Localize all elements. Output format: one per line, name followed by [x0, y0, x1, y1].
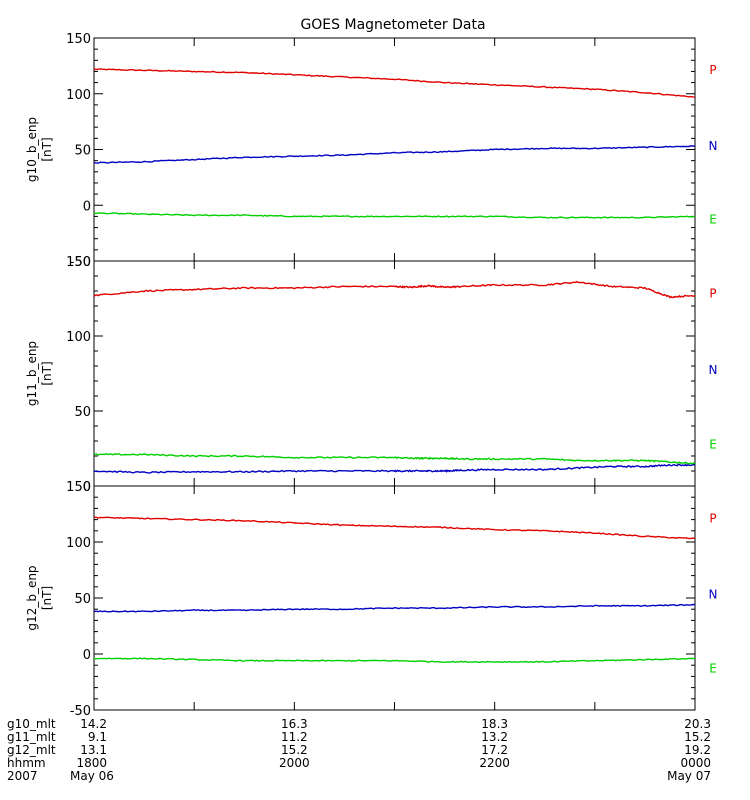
y-tick-label: 50 — [74, 144, 91, 159]
x-tick-label-g11_mlt: 11.2 — [281, 730, 308, 744]
row-label-g11_mlt: g11_mlt — [7, 730, 56, 744]
y-tick-label: 50 — [74, 405, 91, 420]
legend-label-E: E — [709, 661, 717, 675]
y-tick-label: 150 — [66, 480, 91, 495]
series-line-E — [93, 453, 696, 465]
series-line-P — [93, 516, 696, 540]
x-tick-label-g10_mlt: 18.3 — [481, 717, 508, 731]
y-axis-unit: [nT] — [40, 137, 54, 161]
panel-1: -50 0 50 100 150 g10_b_enp [nT] P N E — [25, 32, 717, 270]
y-tick-label: 100 — [66, 536, 91, 551]
x-tick-label-g11_mlt: 9.1 — [88, 730, 107, 744]
y-tick-label: 0 — [83, 480, 91, 495]
y-axis-unit: [nT] — [40, 361, 54, 385]
row-label-date: 2007 — [7, 769, 38, 783]
panel-3: -50 0 50 100 150 g12_b_enp [nT] P N E — [25, 480, 717, 719]
x-tick-label-g12_mlt: 17.2 — [481, 743, 508, 757]
y-tick-label: 150 — [66, 32, 91, 47]
series-line-P — [93, 280, 696, 299]
legend-label-N: N — [709, 588, 718, 602]
x-tick-label-g11_mlt: 15.2 — [684, 730, 711, 744]
row-label-hhmm: hhmm — [7, 756, 46, 770]
x-tick-label-date: May 06 — [70, 769, 114, 783]
legend-label-P: P — [709, 511, 716, 525]
row-label-g12_mlt: g12_mlt — [7, 743, 56, 757]
legend-label-E: E — [709, 213, 717, 227]
y-tick-label: 100 — [66, 330, 91, 345]
series-line-P — [93, 68, 696, 98]
x-tick-label-hhmm: 2200 — [479, 756, 510, 770]
x-tick-label-g12_mlt: 13.1 — [80, 743, 107, 757]
legend-label-P: P — [709, 287, 716, 301]
series-line-E — [93, 212, 696, 219]
legend-label-N: N — [709, 139, 718, 153]
series-line-N — [93, 463, 696, 474]
y-axis-label: g12_b_enp — [25, 565, 39, 630]
panel-frame — [93, 260, 696, 487]
chart-title: GOES Magnetometer Data — [300, 17, 485, 33]
series-line-N — [93, 145, 696, 164]
row-label-g10_mlt: g10_mlt — [7, 717, 56, 731]
y-tick-label: 150 — [66, 255, 91, 270]
y-tick-label: 100 — [66, 88, 91, 103]
y-axis-label: g11_b_enp — [25, 341, 39, 406]
x-tick-label-hhmm: 2000 — [279, 756, 310, 770]
series-line-E — [93, 657, 695, 664]
y-tick-label: 50 — [74, 592, 91, 607]
y-axis-label: g10_b_enp — [25, 117, 39, 182]
x-tick-label-g10_mlt: 20.3 — [684, 717, 711, 731]
x-tick-label-g12_mlt: 19.2 — [684, 743, 711, 757]
x-tick-label-g12_mlt: 15.2 — [281, 743, 308, 757]
x-tick-label-date: May 07 — [667, 769, 711, 783]
x-tick-label-g10_mlt: 14.2 — [80, 717, 107, 731]
series-line-N — [93, 603, 696, 613]
y-tick-label: -50 — [70, 704, 91, 719]
y-tick-label: -50 — [70, 255, 91, 270]
y-tick-label: 0 — [83, 199, 91, 214]
x-tick-label-g11_mlt: 13.2 — [481, 730, 508, 744]
panel-2: 0 50 100 150 g11_b_enp [nT] P N E — [25, 255, 717, 495]
x-tick-label-hhmm: 1800 — [76, 756, 107, 770]
legend-label-E: E — [709, 437, 717, 451]
y-axis-unit: [nT] — [40, 586, 54, 610]
y-tick-label: 0 — [83, 648, 91, 663]
legend-label-P: P — [709, 63, 716, 77]
x-tick-label-hhmm: 0000 — [680, 756, 711, 770]
legend-label-N: N — [709, 363, 718, 377]
x-tick-label-g10_mlt: 16.3 — [281, 717, 308, 731]
